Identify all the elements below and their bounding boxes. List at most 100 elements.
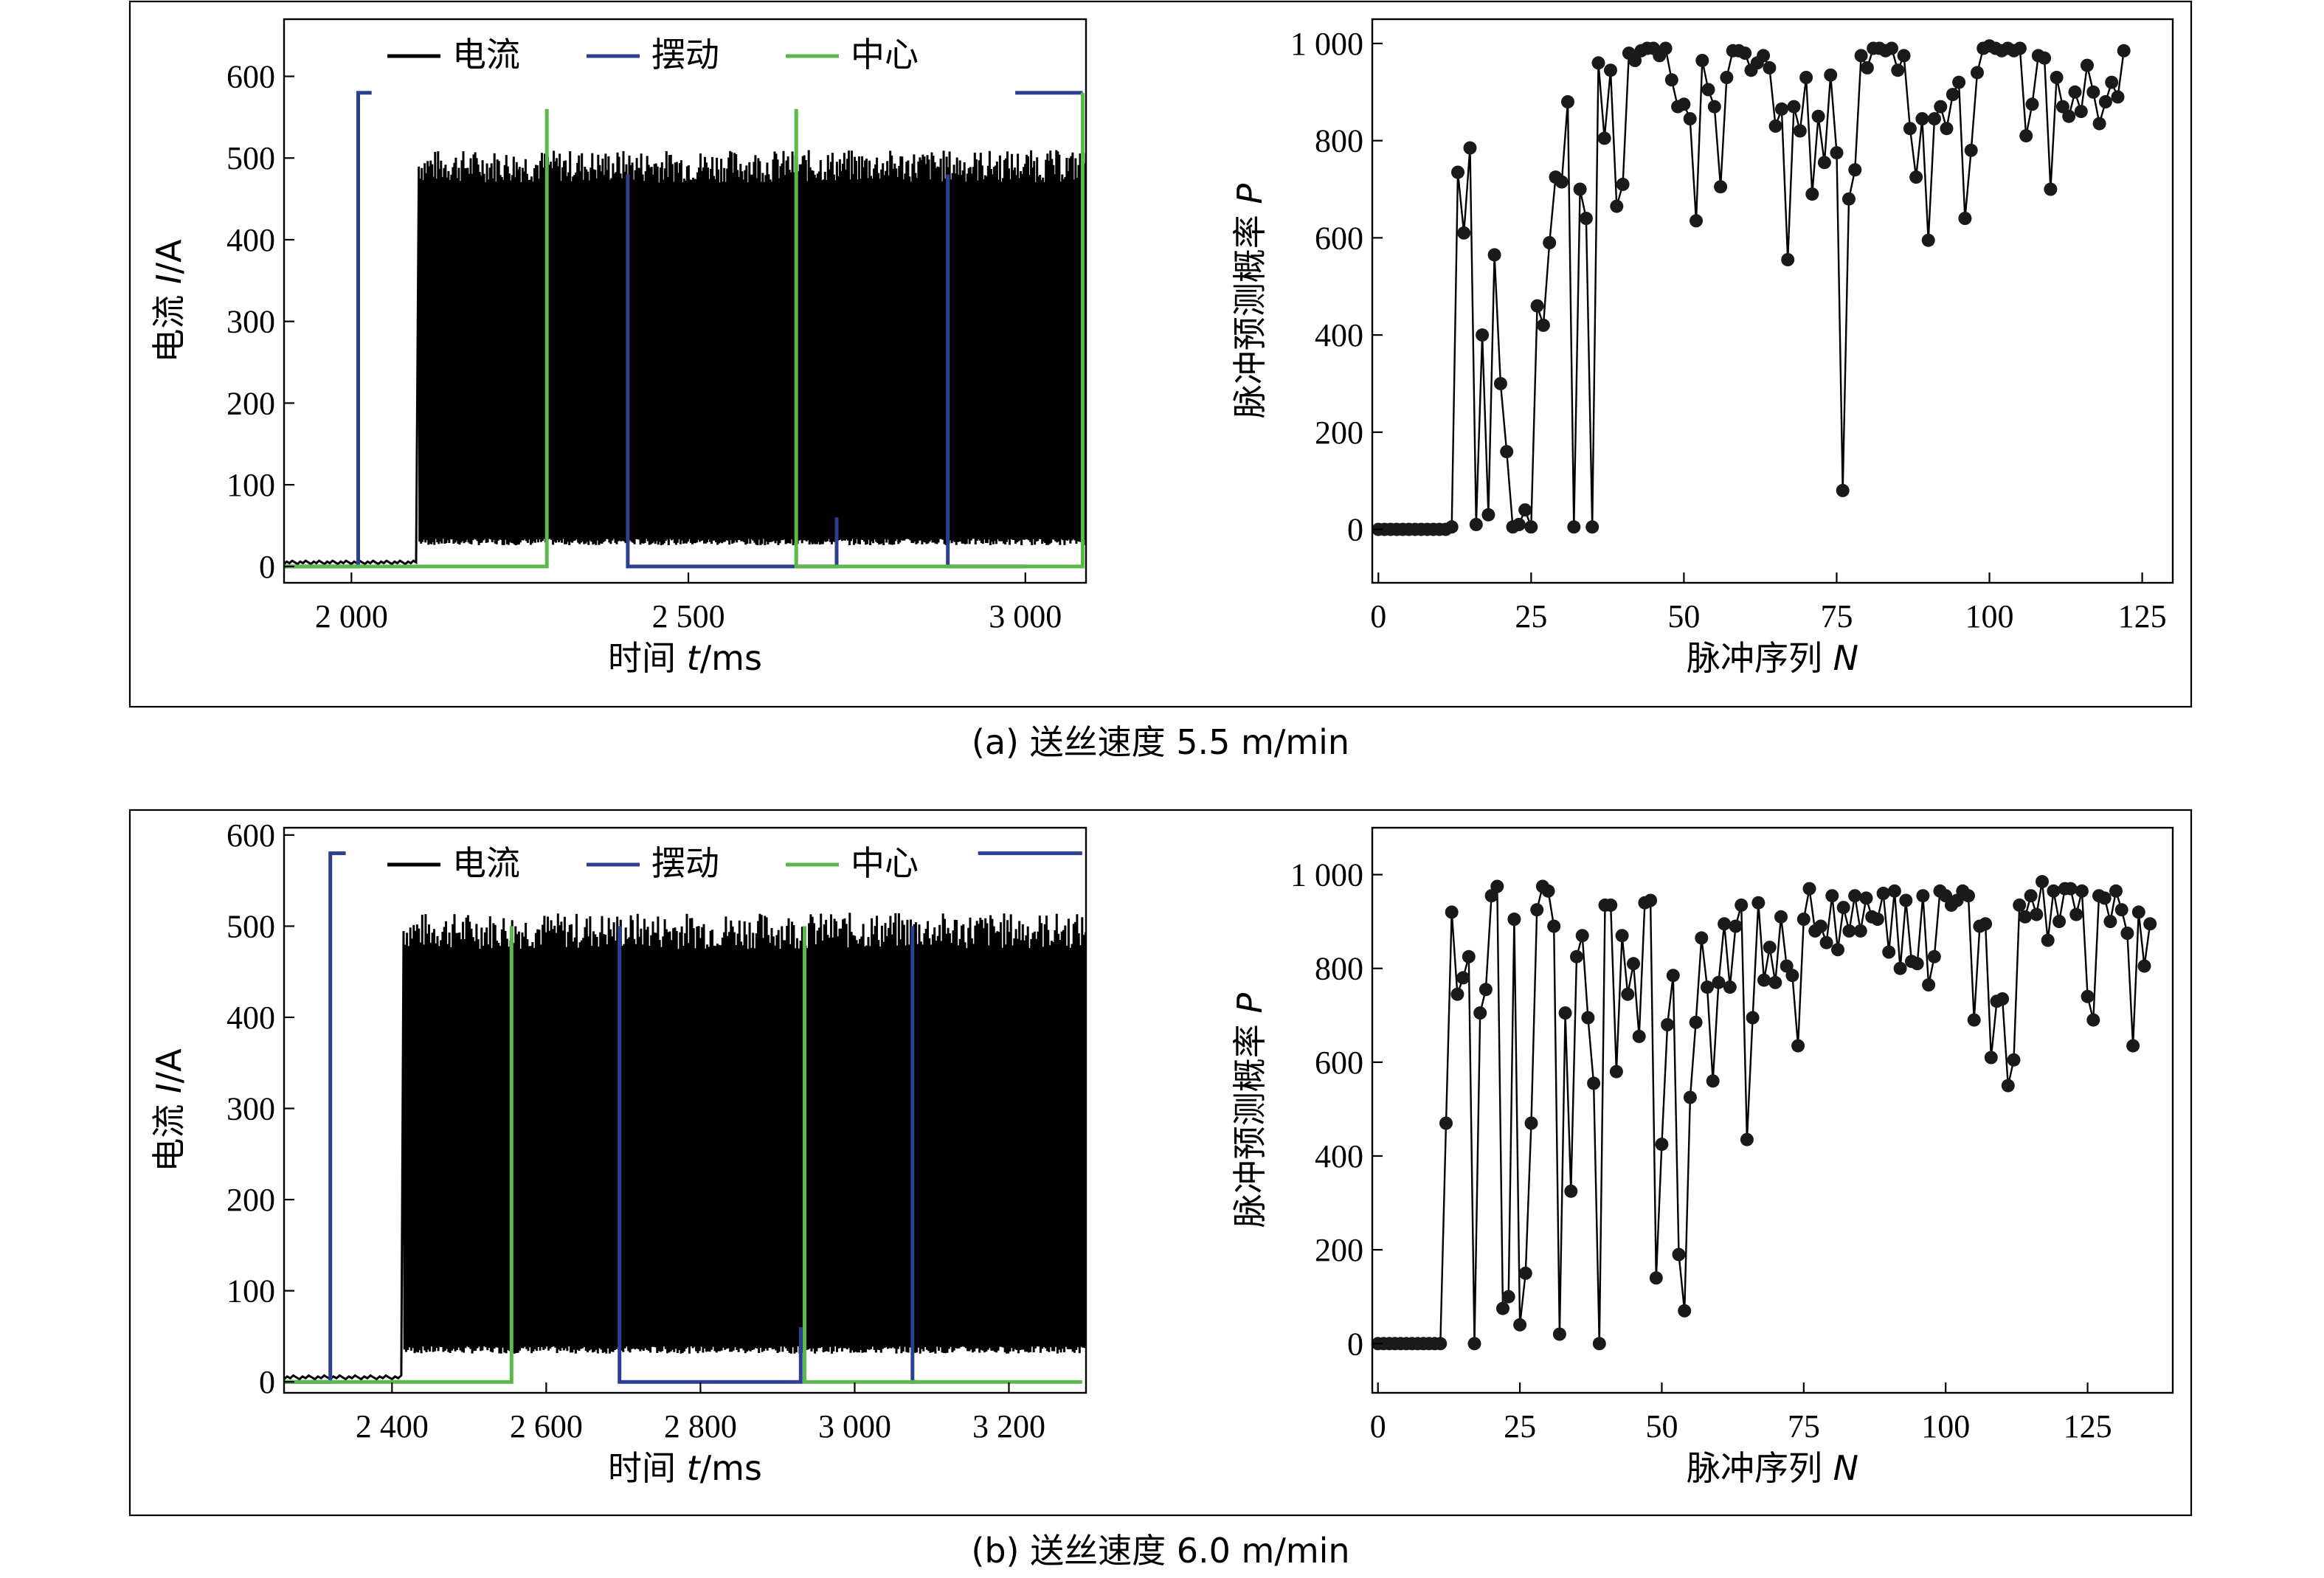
a-right-probability-point <box>1616 177 1630 191</box>
a-right-probability-point <box>1805 187 1819 201</box>
b-right-probability-point <box>1496 1301 1509 1315</box>
a-right-probability-point <box>1579 212 1593 225</box>
a-right-probability-point <box>1561 95 1574 108</box>
a-right-xtick-label: 0 <box>1370 598 1386 634</box>
a-right-probability-point <box>2086 85 2100 99</box>
a-right-ytick-label: 0 <box>1347 512 1363 548</box>
b-right-probability-point <box>1836 901 1850 915</box>
b-right-probability-point <box>1870 913 1884 926</box>
a-right-probability-point <box>2117 44 2131 58</box>
b-right-probability-point <box>1524 1116 1538 1130</box>
a-left-ytick-label: 100 <box>226 467 275 503</box>
a-right-probability-point <box>1463 141 1477 155</box>
a-right-probability-point <box>1469 518 1483 531</box>
a-left-swing-line <box>626 174 839 569</box>
b-right-ylabel-text: 脉冲预测概率 <box>1230 1014 1270 1228</box>
a-right-probability-point <box>1946 88 1960 102</box>
b-right-probability-point <box>1922 978 1936 992</box>
a-left-legend-label: 摆动 <box>651 35 719 75</box>
b-right-probability-point <box>2114 903 2128 917</box>
a-right-probability-point <box>1707 100 1721 114</box>
b-right-probability-point <box>2047 884 2061 898</box>
b-right-probability-point <box>1723 980 1737 994</box>
a-right-probability-point <box>1500 445 1514 459</box>
b-left-ylabel: 电流 I/A <box>149 1048 189 1172</box>
a-right-probability-point <box>1530 299 1544 313</box>
a-right-probability-point <box>1683 112 1697 125</box>
b-right-ytick-label: 400 <box>1315 1138 1363 1174</box>
a-right-probability-point <box>1664 73 1678 87</box>
a-right-xtick-label: 50 <box>1667 598 1700 634</box>
a-right-probability-point <box>1787 100 1801 114</box>
a-right-probability-point <box>2068 85 2082 99</box>
b-right-probability-point <box>1802 882 1816 896</box>
a-right-probability-point <box>1445 520 1459 534</box>
a-right-probability-point <box>1628 54 1642 67</box>
a-right-probability-point <box>1830 146 1844 160</box>
b-right-probability-point <box>1893 961 1907 975</box>
a-left-xtick-label: 3 000 <box>989 598 1062 634</box>
b-left-ytick-label: 0 <box>259 1364 275 1400</box>
b-right-probability-point <box>1774 910 1788 924</box>
a-right-probability-point <box>1481 508 1495 522</box>
a-right-probability-point <box>1487 248 1501 262</box>
a-right-probability-point <box>1971 66 1984 80</box>
a-left-center-line <box>284 108 549 569</box>
b-left-ytick-label: 200 <box>226 1182 275 1218</box>
b-left-xtick-label: 2 600 <box>510 1408 583 1444</box>
b-left-ylabel-text: 电流 <box>149 1093 189 1172</box>
a-right-probability-point <box>1476 328 1490 342</box>
b-right-probability-point <box>2024 889 2038 903</box>
a-right-probability-point <box>1952 75 1966 89</box>
b-left-center-line <box>803 926 1082 1384</box>
b-right-probability-point <box>2013 898 2027 912</box>
b-right-probability-line <box>1377 881 2151 1345</box>
a-left-plot-area <box>284 91 1086 569</box>
b-right-probability-point <box>1751 896 1766 910</box>
a-right-probability-point <box>1915 112 1929 125</box>
b-right-probability-point <box>1479 983 1493 997</box>
b-right-probability-point <box>1575 929 1589 943</box>
a-right-probability-point <box>1903 122 1917 136</box>
a-right-xlabel-text: 脉冲序列 <box>1687 638 1833 678</box>
b-left-swing-line <box>284 851 346 1384</box>
a-left-ylabel-unit: /A <box>149 239 189 274</box>
a-right-ytick-label: 800 <box>1315 123 1363 159</box>
b-right-probability-point <box>1706 1074 1720 1088</box>
a-left-ytick-label: 500 <box>226 140 275 176</box>
b-right-probability-point <box>1581 1011 1595 1025</box>
b-right-probability-point <box>1962 889 1975 903</box>
a-right-probability-point <box>1793 124 1807 138</box>
b-right-plot-frame <box>1371 826 2174 1394</box>
a-left-ytick-label: 600 <box>226 59 275 95</box>
a-right-probability-point <box>1597 131 1611 145</box>
a-right-xtick-label: 25 <box>1515 598 1547 634</box>
a-left-ylabel: 电流 I/A <box>149 239 189 363</box>
a-right-probability-point <box>2055 100 2069 114</box>
b-left-xtick-label: 2 400 <box>356 1408 429 1444</box>
a-right-probability-point <box>1817 156 1831 170</box>
a-right-probability-point <box>1768 119 1782 133</box>
a-right-ytick-label: 600 <box>1315 220 1363 256</box>
a-left-ytick-label: 400 <box>226 222 275 258</box>
a-right-probability-point <box>1848 163 1862 177</box>
a-right-probability-point <box>1457 226 1471 240</box>
a-right-probability-point <box>1842 192 1856 206</box>
a-right-probability-point <box>1738 46 1752 60</box>
b-right-probability-point <box>1518 1266 1532 1280</box>
panel-a-current-chart: 0 100 200 300 400 500 600 2 000 2 500 3 000 时间 t/m… <box>149 18 1087 678</box>
b-right-probability-point <box>2109 884 2123 898</box>
b-right-ytick-label: 800 <box>1315 951 1363 987</box>
a-left-xlabel-unit: /ms <box>700 638 762 678</box>
a-right-probability-point <box>1958 212 1972 225</box>
a-right-probability-point <box>1604 63 1617 77</box>
b-left-ytick-label: 300 <box>226 1091 275 1127</box>
a-left-xlabel-text: 时间 <box>608 638 687 678</box>
a-right-probability-point <box>1524 520 1538 534</box>
a-right-probability-point <box>1909 170 1923 184</box>
b-right-probability-point <box>1615 929 1629 943</box>
b-right-probability-point <box>1825 889 1839 903</box>
a-right-probability-point <box>1554 175 1569 189</box>
b-left-xtick-label: 2 800 <box>664 1408 737 1444</box>
